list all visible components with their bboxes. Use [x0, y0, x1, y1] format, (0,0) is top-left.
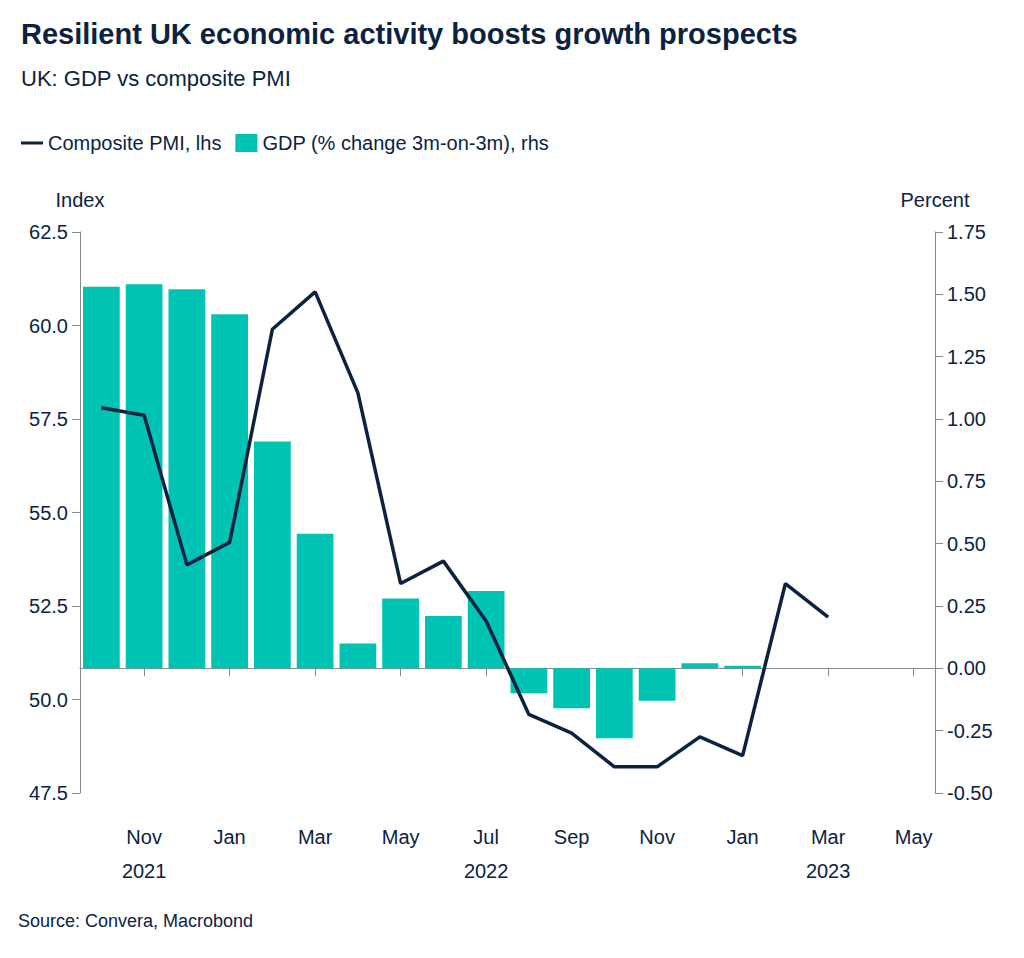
svg-text:Index: Index [56, 189, 105, 211]
svg-text:May: May [895, 826, 933, 848]
svg-text:0.00: 0.00 [947, 657, 986, 679]
svg-text:Nov: Nov [126, 826, 162, 848]
svg-text:55.0: 55.0 [29, 502, 68, 524]
svg-text:-0.25: -0.25 [947, 720, 993, 742]
svg-text:Jan: Jan [727, 826, 759, 848]
svg-text:60.0: 60.0 [29, 315, 68, 337]
svg-text:GDP (% change 3m-on-3m), rhs: GDP (% change 3m-on-3m), rhs [262, 132, 548, 154]
svg-text:62.5: 62.5 [29, 221, 68, 243]
svg-text:May: May [382, 826, 420, 848]
svg-text:2022: 2022 [464, 860, 509, 882]
svg-text:0.75: 0.75 [947, 470, 986, 492]
svg-text:47.5: 47.5 [29, 782, 68, 804]
svg-text:Mar: Mar [298, 826, 333, 848]
svg-text:1.75: 1.75 [947, 221, 986, 243]
svg-text:Composite PMI, lhs: Composite PMI, lhs [48, 132, 221, 154]
svg-text:52.5: 52.5 [29, 595, 68, 617]
svg-text:Percent: Percent [901, 189, 970, 211]
svg-text:UK: GDP vs composite PMI: UK: GDP vs composite PMI [21, 66, 291, 91]
svg-text:1.00: 1.00 [947, 408, 986, 430]
svg-text:Resilient UK economic activity: Resilient UK economic activity boosts gr… [21, 18, 798, 50]
svg-text:50.0: 50.0 [29, 689, 68, 711]
svg-text:0.50: 0.50 [947, 533, 986, 555]
svg-text:2023: 2023 [806, 860, 851, 882]
svg-text:-0.50: -0.50 [947, 782, 993, 804]
svg-text:Source: Convera, Macrobond: Source: Convera, Macrobond [18, 911, 253, 931]
svg-text:1.25: 1.25 [947, 346, 986, 368]
svg-text:Jan: Jan [214, 826, 246, 848]
svg-text:Mar: Mar [811, 826, 846, 848]
svg-text:Nov: Nov [639, 826, 675, 848]
svg-text:Jul: Jul [473, 826, 499, 848]
svg-text:Sep: Sep [554, 826, 590, 848]
svg-text:1.50: 1.50 [947, 283, 986, 305]
svg-text:2021: 2021 [122, 860, 167, 882]
svg-text:57.5: 57.5 [29, 408, 68, 430]
svg-text:0.25: 0.25 [947, 595, 986, 617]
